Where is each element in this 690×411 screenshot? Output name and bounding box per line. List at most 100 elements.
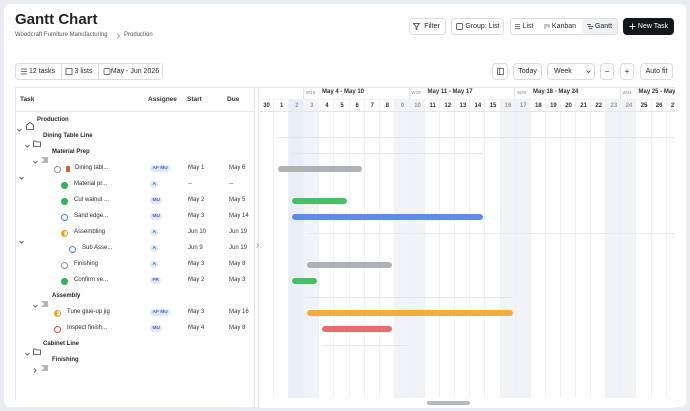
assignee-badge: A	[150, 181, 159, 188]
view-switcher	[510, 18, 618, 35]
start-date: May 2	[188, 277, 205, 283]
expand-chevron	[25, 343, 30, 361]
label: 12 tasks	[28, 68, 56, 75]
summary-line	[278, 136, 675, 138]
day-label: 17	[519, 103, 527, 109]
view-gantt[interactable]: Gantt	[582, 19, 617, 34]
status-icon[interactable]	[69, 245, 76, 253]
status-icon[interactable]	[61, 229, 68, 237]
expand-chevron	[17, 119, 22, 137]
task-bar[interactable]	[278, 166, 362, 172]
view-icons	[515, 24, 593, 29]
expand-chevron	[33, 151, 38, 169]
day-label: 23	[610, 103, 618, 109]
task-bar[interactable]	[322, 326, 392, 332]
day-column	[380, 100, 395, 400]
date-range[interactable]: May - Jun 2026	[98, 64, 162, 79]
task-name[interactable]: Material Prep	[52, 149, 90, 155]
status-icon[interactable]	[54, 325, 61, 333]
status-icon[interactable]	[54, 165, 61, 173]
week-range: May 11 - May 17	[427, 89, 473, 95]
status-icon[interactable]	[61, 277, 68, 285]
day-label: 14	[474, 103, 482, 109]
day-column	[515, 100, 531, 400]
start-date: May 2	[188, 197, 205, 203]
day-column	[365, 100, 380, 400]
due-date: May 3	[229, 277, 246, 283]
task-name[interactable]: Finishing	[52, 357, 79, 363]
day-column	[637, 100, 652, 400]
status-icon[interactable]	[61, 181, 68, 189]
task-name[interactable]: Assembling	[74, 229, 106, 235]
task-name[interactable]: Dining Table Line	[43, 133, 93, 139]
button-label: Today	[518, 68, 537, 75]
status-icon[interactable]	[54, 309, 61, 317]
status-icon[interactable]	[61, 213, 68, 221]
breadcrumb-item[interactable]: Production	[124, 32, 153, 38]
assignee-badge: MU	[150, 197, 163, 204]
summary-icons	[21, 68, 111, 75]
group-button[interactable]: Group: List	[451, 18, 504, 35]
task-name[interactable]: Dining tabl...	[75, 165, 109, 171]
day-label: 3	[310, 103, 314, 109]
scale-select[interactable]: Week	[547, 63, 595, 80]
view-list[interactable]: List	[511, 19, 537, 34]
zoom-out[interactable]: −	[600, 63, 614, 80]
expand-chevron-svg	[33, 160, 38, 164]
day-label: 24	[625, 103, 633, 109]
select-label: Week	[554, 68, 572, 75]
task-name[interactable]: Cut walnut ...	[74, 197, 110, 203]
task-name[interactable]: Material pr...	[74, 181, 108, 187]
due-date: --	[229, 181, 233, 187]
new-task-button[interactable]: New Task	[623, 18, 674, 35]
scrollbar-thumb[interactable]	[427, 401, 470, 405]
task-bar[interactable]	[307, 262, 392, 268]
column-header[interactable]: Assignee	[148, 96, 177, 103]
task-name[interactable]: Finishing	[74, 261, 99, 267]
today-button[interactable]: Today	[513, 63, 542, 80]
assignee-badge: MU	[150, 325, 163, 332]
day-label: 6	[355, 103, 359, 109]
day-column	[531, 100, 546, 400]
button-label: New Task	[637, 23, 669, 30]
expand-chevron	[25, 135, 30, 153]
task-name[interactable]: Inspect finish...	[67, 325, 108, 331]
status-icon[interactable]	[61, 261, 68, 269]
filter-button[interactable]: Filter	[409, 18, 446, 35]
task-bar[interactable]	[292, 198, 347, 204]
task-type-icon	[66, 166, 70, 172]
column-header[interactable]: Due	[227, 96, 240, 103]
task-name[interactable]: Sub Asse...	[82, 245, 113, 251]
button-label: −	[604, 67, 610, 76]
task-bar[interactable]	[292, 278, 317, 284]
splitter[interactable]	[254, 88, 259, 408]
task-name[interactable]: Sand edge...	[74, 213, 109, 219]
list-icon-svg	[42, 157, 48, 163]
list-icon	[42, 358, 49, 376]
day-column	[335, 100, 350, 400]
task-bar[interactable]	[292, 214, 483, 220]
task-name[interactable]: Assembly	[52, 293, 81, 299]
assignee-badge: A	[150, 229, 159, 236]
task-bar[interactable]	[307, 310, 513, 316]
button-label: Gantt	[594, 23, 613, 30]
column-header[interactable]: Start	[187, 96, 202, 103]
day-column	[486, 100, 501, 400]
zoom-in[interactable]: +	[620, 63, 634, 80]
task-name[interactable]: Tune glue-up jig	[67, 309, 110, 315]
column-header[interactable]: Task	[20, 96, 35, 103]
view-kanban[interactable]: Kanban	[539, 19, 581, 34]
panel-icon	[496, 68, 504, 75]
task-name[interactable]: Production	[37, 117, 69, 123]
breadcrumb-item[interactable]: Woodcraft Furniture Manufacturing	[15, 32, 108, 38]
day-label: 15	[489, 103, 497, 109]
panel-toggle[interactable]	[492, 63, 508, 80]
auto-fit[interactable]: Auto fit	[640, 63, 673, 80]
task-name[interactable]: Confirm ve...	[74, 277, 109, 283]
button-label: +	[624, 67, 630, 76]
week-number: W19	[411, 90, 421, 95]
day-label: 5	[340, 103, 344, 109]
task-name[interactable]: Cabinet Line	[43, 341, 80, 347]
status-icon[interactable]	[61, 197, 68, 205]
start-date: May 3	[188, 309, 205, 315]
